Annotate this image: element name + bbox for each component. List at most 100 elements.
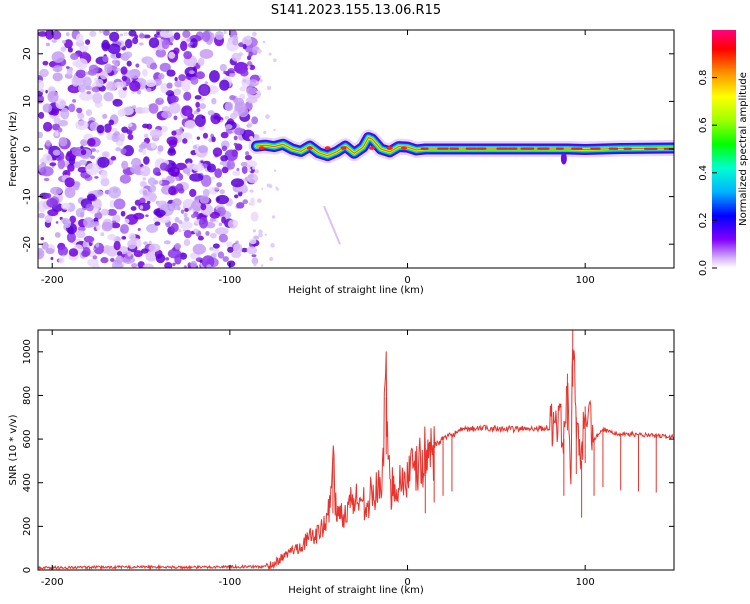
noise-blob	[246, 96, 258, 104]
noise-blob	[161, 39, 170, 50]
noise-speck	[273, 58, 277, 63]
noise-blob	[182, 138, 188, 144]
noise-speck	[268, 52, 272, 56]
noise-blob	[115, 255, 124, 264]
noise-blob	[195, 71, 205, 80]
noise-blob	[142, 190, 148, 196]
noise-blob	[128, 30, 137, 37]
noise-blob	[42, 60, 49, 66]
noise-blob	[50, 109, 59, 116]
noise-blob	[83, 217, 95, 228]
noise-blob	[148, 103, 159, 114]
noise-blob	[110, 222, 121, 229]
noise-blob	[251, 254, 257, 258]
noise-blob	[96, 124, 105, 134]
noise-blob	[197, 145, 209, 154]
noise-blob	[159, 62, 171, 73]
noise-blob	[67, 47, 73, 53]
noise-blob	[100, 208, 110, 216]
noise-speck	[258, 232, 263, 238]
noise-blob	[101, 151, 110, 158]
noise-blob	[217, 251, 225, 259]
snr-y-tick-label: 400	[22, 473, 33, 492]
noise-blob	[109, 31, 120, 42]
noise-blob	[164, 262, 173, 268]
noise-speck	[273, 128, 276, 132]
noise-speck	[260, 264, 264, 267]
snr-y-tick-label: 0	[22, 567, 33, 573]
noise-blob	[147, 177, 157, 186]
noise-blob	[223, 30, 227, 35]
noise-blob	[245, 151, 250, 156]
noise-blob	[226, 241, 233, 249]
noise-blob	[114, 131, 120, 137]
colorbar-label: Normalized spectral amplitude	[738, 72, 749, 226]
noise-blob	[38, 131, 44, 139]
noise-blob	[247, 122, 253, 128]
noise-blob	[83, 235, 95, 243]
noise-blob	[38, 79, 45, 90]
noise-blob	[170, 222, 179, 233]
noise-blob	[184, 207, 189, 212]
noise-blob	[80, 145, 84, 150]
noise-blob	[80, 139, 88, 147]
noise-blob	[216, 182, 222, 188]
noise-blob	[215, 227, 229, 235]
noise-blob	[189, 173, 204, 182]
noise-blob	[240, 161, 248, 167]
noise-blob	[85, 203, 94, 212]
noise-speck	[270, 243, 275, 248]
noise-blob	[148, 240, 152, 245]
noise-blob	[249, 238, 257, 245]
noise-speck	[265, 114, 270, 119]
snr-line	[38, 348, 674, 570]
noise-blob	[209, 246, 214, 251]
noise-blob	[145, 214, 149, 217]
noise-blob	[208, 70, 220, 83]
noise-blob	[86, 91, 91, 95]
noise-blob	[45, 193, 52, 199]
noise-blob	[240, 247, 249, 253]
noise-blob	[248, 51, 253, 57]
noise-blob	[44, 214, 53, 224]
noise-blob	[216, 196, 220, 202]
noise-blob	[174, 76, 178, 82]
colorbar: 0.0 0.2 0.4 0.6 0.8 Normalized spectral ampl…	[698, 30, 749, 276]
noise-blob	[66, 232, 76, 243]
noise-blob	[52, 149, 61, 156]
ridge-hot-spot	[306, 146, 313, 150]
noise-blob	[148, 37, 160, 49]
noise-blob	[54, 232, 61, 238]
snr-frame	[37, 329, 675, 571]
noise-blob	[166, 136, 178, 146]
noise-blob	[69, 215, 77, 224]
noise-blob	[60, 46, 67, 52]
noise-blob	[118, 133, 125, 142]
noise-blob	[68, 248, 79, 257]
noise-blob	[131, 263, 139, 268]
noise-blob	[205, 231, 210, 236]
noise-blob	[178, 220, 183, 225]
noise-speck	[269, 256, 274, 262]
snr-x-tick-label: 0	[404, 577, 410, 588]
noise-blob	[61, 40, 66, 44]
noise-speck	[266, 183, 271, 188]
noise-blob	[84, 39, 91, 45]
noise-blob	[77, 112, 85, 120]
noise-blob	[214, 168, 223, 179]
noise-blob	[128, 232, 136, 241]
noise-blob	[45, 123, 50, 128]
noise-blob	[175, 176, 180, 182]
noise-speck	[252, 166, 256, 170]
noise-blob	[69, 87, 76, 92]
noise-blob	[111, 134, 120, 143]
noise-blob	[75, 230, 86, 239]
noise-blob	[90, 148, 97, 152]
noise-blob	[233, 135, 238, 141]
noise-blob	[62, 254, 65, 257]
noise-blob	[206, 264, 212, 268]
colorbar-ticks: 0.0 0.2 0.4 0.6 0.8	[698, 70, 717, 276]
noise-blob	[242, 43, 247, 50]
noise-blob	[113, 198, 126, 210]
